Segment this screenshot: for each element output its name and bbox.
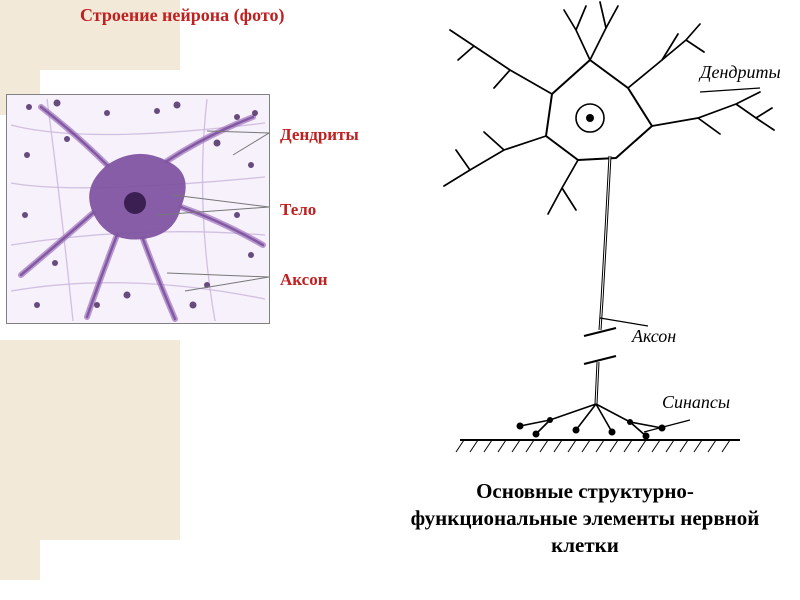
micrograph-svg [7, 95, 269, 323]
neuron-micrograph [6, 94, 270, 324]
deco-block [40, 340, 180, 540]
svg-text:Дендриты: Дендриты [698, 62, 781, 82]
svg-text:Аксон: Аксон [631, 326, 676, 346]
deco-block [0, 340, 40, 580]
diagram-svg: Дендриты Аксон Синапсы [400, 0, 800, 470]
slide-title: Строение нейрона (фото) [80, 4, 310, 27]
label-axon: Аксон [280, 270, 328, 290]
svg-text:Синапсы: Синапсы [662, 392, 730, 412]
neuron-line-diagram: Дендриты Аксон Синапсы [400, 0, 800, 470]
label-body: Тело [280, 200, 316, 220]
label-dendrites: Дендриты [280, 125, 359, 145]
bottom-caption: Основные структурно-функциональные элеме… [400, 478, 770, 559]
page-root: { "title": "Строение нейрона (фото)", "p… [0, 0, 800, 600]
